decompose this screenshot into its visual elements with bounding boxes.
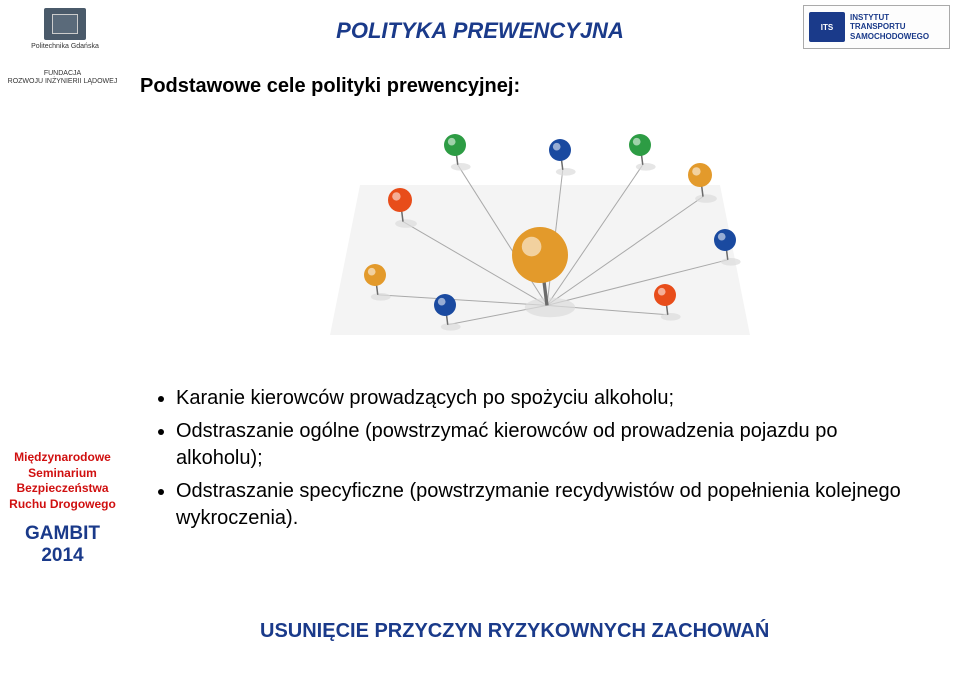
header: Politechnika Gdańska POLITYKA PREWENCYJN… <box>0 0 960 60</box>
slide: Politechnika Gdańska POLITYKA PREWENCYJN… <box>0 0 960 691</box>
logo-its: ITS INSTYTUT TRANSPORTU SAMOCHODOWEGO <box>803 5 950 49</box>
fundacja-text: FUNDACJA ROZWOJU INŻYNIERII LĄDOWEJ <box>0 70 125 87</box>
gambit-line2: 2014 <box>0 545 125 567</box>
subtitle: Podstawowe cele polityki prewencyjnej: <box>140 75 520 98</box>
bullet-item: Odstraszanie ogólne (powstrzymać kierowc… <box>176 418 920 472</box>
bullets-ul: Karanie kierowców prowadzących po spożyc… <box>150 385 920 532</box>
seminar-line1: Międzynarodowe <box>0 450 125 466</box>
bullet-item: Odstraszanie specyficzne (powstrzymanie … <box>176 478 920 532</box>
its-line1: INSTYTUT <box>850 13 929 22</box>
its-line2: TRANSPORTU <box>850 22 929 31</box>
fund-line2: ROZWOJU INŻYNIERII LĄDOWEJ <box>0 78 125 86</box>
seminar-line3: Bezpieczeństwa <box>0 481 125 497</box>
seminar-line4: Ruchu Drogowego <box>0 497 125 513</box>
gambit-text: GAMBIT 2014 <box>0 523 125 567</box>
its-line3: SAMOCHODOWEGO <box>850 32 929 41</box>
seminar-line2: Seminarium <box>0 466 125 482</box>
bullet-list: Karanie kierowców prowadzących po spożyc… <box>150 385 920 538</box>
seminar-text: Międzynarodowe Seminarium Bezpieczeństwa… <box>0 450 125 512</box>
footer-note: USUNIĘCIE PRZYCZYN RYZYKOWNYCH ZACHOWAŃ <box>260 620 769 643</box>
gambit-line1: GAMBIT <box>0 523 125 545</box>
pin-network-figure <box>330 105 750 345</box>
bullet-item: Karanie kierowców prowadzących po spożyc… <box>176 385 920 412</box>
its-text: INSTYTUT TRANSPORTU SAMOCHODOWEGO <box>850 13 929 41</box>
logo-left-caption: Politechnika Gdańska <box>15 43 115 50</box>
sidebar: FUNDACJA ROZWOJU INŻYNIERII LĄDOWEJ Międ… <box>0 60 125 87</box>
its-icon: ITS <box>809 12 845 42</box>
pin-network-svg <box>330 105 750 345</box>
